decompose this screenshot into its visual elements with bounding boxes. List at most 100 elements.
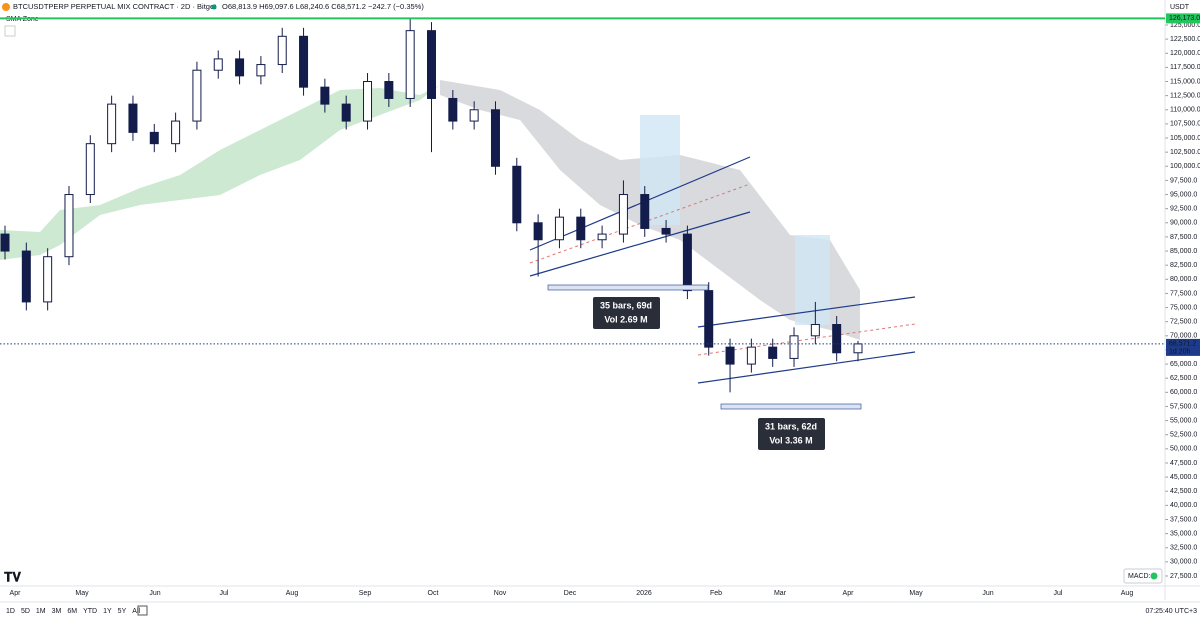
price-tick-label: 37,500.0: [1170, 516, 1197, 523]
measure-bars: 31 bars, 62d: [765, 421, 817, 431]
channel-line: [529, 156, 751, 251]
price-tick-label: 42,500.0: [1170, 488, 1197, 495]
candle-body: [363, 81, 373, 122]
price-tick-label: 75,000.0: [1170, 304, 1197, 311]
price-tick-label: 27,500.0: [1170, 573, 1197, 580]
candle-body: [299, 35, 309, 88]
price-tick-label: 40,000.0: [1170, 502, 1197, 509]
symbol-icon: [2, 3, 10, 11]
measure-bars: 35 bars, 69d: [600, 300, 652, 310]
candle-body: [384, 81, 394, 99]
macd-dot: [1150, 572, 1158, 580]
high-label: 126,173.0: [1169, 15, 1200, 22]
price-tick-label: 117,500.0: [1170, 64, 1200, 71]
price-tick-label: 125,000.0: [1170, 22, 1200, 29]
candle-body: [810, 324, 820, 337]
price-tick-label: 55,000.0: [1170, 417, 1197, 424]
high-label-bg: [1166, 13, 1200, 24]
price-tick-label: 115,000.0: [1170, 78, 1200, 85]
time-label: May: [75, 590, 89, 597]
time-label: Sep: [359, 590, 372, 597]
candle-body: [682, 233, 692, 292]
price-tick-label: 107,500.0: [1170, 121, 1200, 128]
candle-body: [469, 109, 479, 122]
countdown: 1d 20h: [1169, 349, 1191, 356]
symbol[interactable]: BTCUSDTPERP PERPETUAL MIX CONTRACT · 2D …: [13, 2, 217, 11]
measure-vol: Vol 2.69 M: [604, 314, 647, 324]
last-price: 68,571.2: [1169, 341, 1196, 348]
range-button[interactable]: YTD: [83, 608, 97, 615]
price-tick-label: 60,000.0: [1170, 389, 1197, 396]
price-tick-label: 35,000.0: [1170, 530, 1197, 537]
candle-body: [213, 58, 223, 71]
candle-body: [64, 194, 74, 258]
range-button[interactable]: 6M: [67, 608, 77, 615]
candle-body: [554, 216, 564, 241]
candle-body: [235, 58, 245, 77]
candle-body: [21, 250, 31, 303]
candle-body: [533, 222, 543, 241]
range-button[interactable]: 1M: [36, 608, 46, 615]
collapse-button[interactable]: [4, 25, 16, 37]
measure-box: [593, 297, 660, 329]
range-button[interactable]: 1D: [6, 608, 15, 615]
measure-range: [547, 284, 709, 291]
candle-body: [640, 194, 650, 229]
time-label: Apr: [10, 590, 22, 597]
channel-line: [529, 211, 751, 277]
candle-body: [618, 194, 628, 235]
price-tick-label: 112,500.0: [1170, 92, 1200, 99]
date-range-icon[interactable]: [137, 605, 148, 616]
candle-body: [746, 346, 756, 365]
time-label: Dec: [564, 590, 577, 597]
price-tick-label: 122,500.0: [1170, 36, 1200, 43]
candle-body: [43, 256, 53, 303]
candle-body: [704, 290, 714, 348]
price-tick-label: 95,000.0: [1170, 191, 1197, 198]
price-tick-label: 47,500.0: [1170, 460, 1197, 467]
price-tick-label: 82,500.0: [1170, 262, 1197, 269]
clock: 07:25:40 UTC+3: [1145, 608, 1197, 615]
candle-body: [192, 69, 202, 122]
price-tick-label: 50,000.0: [1170, 446, 1197, 453]
measure-box: [758, 418, 825, 450]
range-button[interactable]: All: [132, 608, 140, 615]
price-tick-label: 105,000.0: [1170, 135, 1200, 142]
price-tick-label: 80,000.0: [1170, 276, 1197, 283]
range-button[interactable]: 1Y: [103, 608, 112, 615]
ohlc: O68,813.9 H69,097.6 L68,240.6 C68,571.2 …: [222, 2, 424, 11]
price-tick-label: 62,500.0: [1170, 375, 1197, 382]
macd: MACD:: [1128, 573, 1151, 580]
price-tick-label: 97,500.0: [1170, 177, 1197, 184]
last-price-bg: [1166, 338, 1200, 356]
macd-badge[interactable]: [1123, 568, 1163, 584]
range-button[interactable]: 5D: [21, 608, 30, 615]
candle-body: [171, 120, 181, 145]
price-tick-label: 120,000.0: [1170, 50, 1200, 57]
range-button[interactable]: 5Y: [118, 608, 127, 615]
candle-body: [832, 324, 842, 354]
price-tick-label: 100,000.0: [1170, 163, 1200, 170]
cloud: [0, 85, 440, 260]
time-label: Jul: [220, 590, 229, 597]
candle-body: [512, 165, 522, 224]
price-tick-label: 65,000.0: [1170, 361, 1197, 368]
time-label: Jun: [149, 590, 160, 597]
candle-body: [277, 35, 287, 66]
logo: 𝐓𝐕: [4, 569, 21, 584]
time-label: Feb: [710, 590, 722, 597]
time-label: 2026: [636, 590, 652, 597]
candle-body: [789, 335, 799, 359]
channel-line: [697, 296, 916, 328]
channel-line: [697, 351, 916, 384]
price-tick-label: 45,000.0: [1170, 474, 1197, 481]
measure-range: [720, 403, 862, 410]
range-button[interactable]: 3M: [52, 608, 62, 615]
price-tick-label: 70,000.0: [1170, 333, 1197, 340]
candle-body: [256, 64, 266, 77]
candle-body: [149, 131, 159, 145]
price-tick-label: 102,500.0: [1170, 149, 1200, 156]
price-tick-label: 92,500.0: [1170, 206, 1197, 213]
price-tick-label: 87,500.0: [1170, 234, 1197, 241]
